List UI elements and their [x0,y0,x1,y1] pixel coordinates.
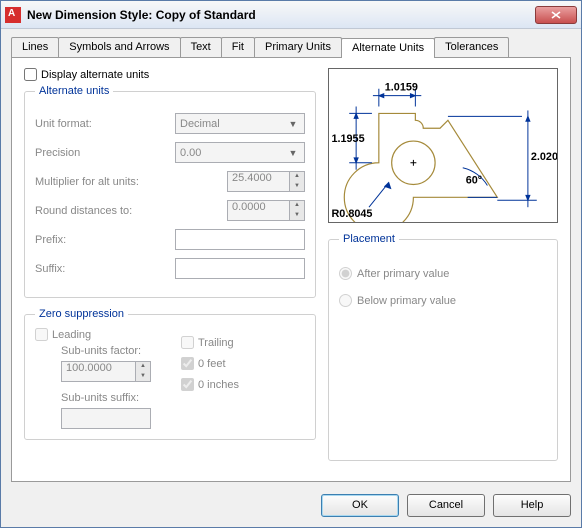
display-alt-label: Display alternate units [41,69,149,81]
button-row: OK Cancel Help [1,486,581,527]
trailing-checkbox[interactable] [181,336,194,349]
placement-legend: Placement [339,233,399,245]
left-column: Display alternate units Alternate units … [24,68,316,471]
preview-drawing: 1.0159 1.1955 2.0207 60° R0.8045 [329,69,557,222]
unit-format-combo[interactable]: Decimal ▼ [175,113,305,134]
tab-alternate-units[interactable]: Alternate Units [341,38,435,58]
spin-down-icon[interactable]: ▼ [290,182,304,192]
multiplier-spinner[interactable]: 25.4000 ▲▼ [227,171,305,192]
titlebar: New Dimension Style: Copy of Standard [1,1,581,29]
feet-label: 0 feet [198,358,226,370]
tab-panel-alternate-units: Display alternate units Alternate units … [11,57,571,482]
placement-after-label: After primary value [357,268,449,280]
placement-below-radio[interactable] [339,294,352,307]
dim-angle-text: 60° [466,175,482,187]
chevron-down-icon: ▼ [286,148,300,158]
spin-up-icon[interactable]: ▲ [290,201,304,211]
sub-factor-label: Sub-units factor: [61,345,151,357]
dialog-body: Lines Symbols and Arrows Text Fit Primar… [1,29,581,486]
window-title: New Dimension Style: Copy of Standard [27,8,535,22]
leading-checkbox[interactable] [35,328,48,341]
chevron-down-icon: ▼ [286,119,300,129]
right-column: 1.0159 1.1955 2.0207 60° R0.8045 Placeme… [328,68,558,471]
tab-primary-units[interactable]: Primary Units [254,37,342,57]
unit-format-value: Decimal [180,118,220,130]
tab-strip: Lines Symbols and Arrows Text Fit Primar… [11,37,571,57]
prefix-label: Prefix: [35,234,175,246]
sub-factor-spinner[interactable]: 100.0000 ▲▼ [61,361,151,382]
round-value[interactable]: 0.0000 [227,200,289,221]
multiplier-label: Multiplier for alt units: [35,176,227,188]
tab-text[interactable]: Text [180,37,222,57]
leading-label: Leading [52,329,91,341]
suffix-label: Suffix: [35,263,175,275]
close-icon [551,11,561,19]
tab-tolerances[interactable]: Tolerances [434,37,509,57]
round-label: Round distances to: [35,205,227,217]
dim-left-text: 1.1955 [331,133,364,145]
cancel-button[interactable]: Cancel [407,494,485,517]
trailing-label: Trailing [198,337,234,349]
placement-after-radio[interactable] [339,267,352,280]
ok-button[interactable]: OK [321,494,399,517]
inches-label: 0 inches [198,379,239,391]
display-alt-checkbox[interactable] [24,68,37,81]
sub-suffix-label: Sub-units suffix: [61,392,151,404]
unit-format-label: Unit format: [35,118,175,130]
placement-below-label: Below primary value [357,295,456,307]
spin-up-icon[interactable]: ▲ [136,362,150,372]
tab-symbols-arrows[interactable]: Symbols and Arrows [58,37,180,57]
close-button[interactable] [535,6,577,24]
zero-suppression-group: Zero suppression Leading Sub-units facto… [24,308,316,440]
prefix-input[interactable] [175,229,305,250]
spin-down-icon[interactable]: ▼ [290,211,304,221]
suffix-input[interactable] [175,258,305,279]
precision-label: Precision [35,147,175,159]
inches-checkbox[interactable] [181,378,194,391]
multiplier-value[interactable]: 25.4000 [227,171,289,192]
tab-lines[interactable]: Lines [11,37,59,57]
sub-factor-value[interactable]: 100.0000 [61,361,135,382]
spin-up-icon[interactable]: ▲ [290,172,304,182]
dialog-window: New Dimension Style: Copy of Standard Li… [0,0,582,528]
round-spinner[interactable]: 0.0000 ▲▼ [227,200,305,221]
center-mark-icon [410,160,416,166]
dim-top-text: 1.0159 [385,82,418,94]
dim-radius-text: R0.8045 [331,208,372,220]
alternate-units-legend: Alternate units [35,85,113,97]
alternate-units-group: Alternate units Unit format: Decimal ▼ P… [24,85,316,298]
dim-diag-text: 2.0207 [531,151,557,163]
feet-checkbox[interactable] [181,357,194,370]
precision-value: 0.00 [180,147,201,159]
tab-fit[interactable]: Fit [221,37,255,57]
placement-group: Placement After primary value Below prim… [328,233,558,461]
shape-outline [344,113,497,222]
sub-suffix-input[interactable] [61,408,151,429]
preview-panel: 1.0159 1.1955 2.0207 60° R0.8045 [328,68,558,223]
zero-suppression-legend: Zero suppression [35,308,128,320]
spin-down-icon[interactable]: ▼ [136,372,150,382]
help-button[interactable]: Help [493,494,571,517]
precision-combo[interactable]: 0.00 ▼ [175,142,305,163]
app-icon [5,7,21,23]
